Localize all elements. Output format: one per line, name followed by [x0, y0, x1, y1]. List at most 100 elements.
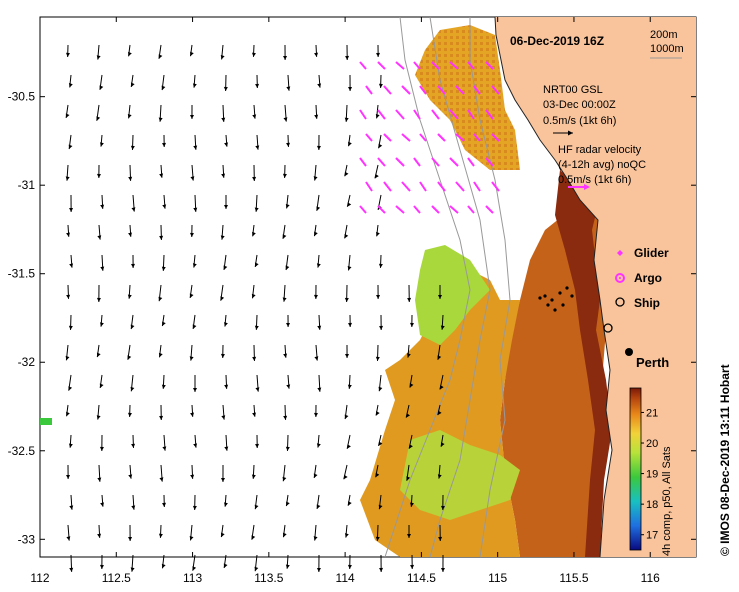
radar-arrow [413, 205, 421, 214]
current-arrowhead [128, 474, 133, 479]
radar-arrow [455, 133, 465, 142]
colorbar-ticks: 17 18 19 20 21 [641, 407, 658, 542]
current-arrowhead [69, 505, 74, 510]
y-tick-label: -33 [18, 532, 36, 546]
radar-arrow [419, 133, 427, 142]
x-tick-label: 114.5 [407, 571, 436, 585]
current-arrowhead [69, 567, 74, 572]
current-arrowhead [317, 83, 322, 88]
current-arrowhead [159, 415, 164, 420]
current-arrowhead [131, 443, 136, 448]
current-arrowhead [192, 505, 197, 510]
current-arrowhead [66, 411, 70, 417]
current-arrowhead [130, 82, 135, 87]
radar-arrow [473, 181, 481, 192]
current-arrowhead [375, 536, 380, 541]
legend-ship-label: Ship [634, 296, 660, 310]
current-arrowhead [409, 322, 414, 327]
current-arrowhead [128, 536, 133, 541]
title-date: 06-Dec-2019 16Z [510, 34, 604, 48]
current-arrowhead [316, 567, 321, 572]
current-arrowhead [66, 294, 71, 299]
radar-arrow [413, 157, 421, 167]
current-arrowhead [158, 533, 163, 538]
radar-arrow [449, 61, 459, 70]
current-arrowhead [406, 476, 411, 481]
current-arrowhead [344, 533, 349, 538]
current-arrowhead [286, 501, 290, 507]
current-arrowhead [65, 113, 70, 118]
radar-arrow [377, 157, 386, 167]
current-arrowhead [255, 83, 260, 88]
current-arrowhead [128, 176, 133, 181]
city-label: Perth [636, 355, 669, 370]
current-arrowhead [223, 563, 228, 568]
radar-arrow [401, 85, 411, 95]
radar-arrow [419, 181, 427, 192]
radar-arrow [473, 133, 481, 142]
current-arrowhead [131, 505, 136, 510]
current-arrowhead [97, 477, 102, 482]
current-arrowhead [316, 206, 321, 211]
current-arrowhead [192, 324, 197, 329]
current-arrowhead [127, 355, 132, 360]
radar-arrow [401, 181, 411, 192]
y-tick-label: -32.5 [8, 444, 36, 458]
sst-green-pixel [40, 418, 52, 425]
current-arrowhead [252, 176, 257, 181]
current-arrowhead [437, 355, 442, 360]
current-arrowhead [375, 356, 380, 361]
radar-arrow [377, 61, 386, 70]
current-arrowhead [282, 234, 287, 239]
current-arrowhead [162, 446, 167, 451]
radar-arrow [431, 205, 440, 214]
sst-north-patch [415, 25, 520, 170]
current-arrowhead [285, 265, 290, 270]
current-arrowhead [251, 535, 256, 540]
current-arrowhead [283, 415, 288, 420]
current-arrowhead [255, 443, 260, 448]
current-arrowhead [440, 325, 445, 330]
current-arrowhead [437, 294, 442, 299]
current-arrowhead [69, 207, 74, 212]
radar-arrow [395, 205, 405, 214]
bathymetry-contours [384, 16, 511, 558]
current-arrowhead [128, 51, 132, 57]
radar-arrow [377, 205, 386, 214]
current-arrowhead [161, 384, 166, 389]
colorbar-label: 4h comp, p50, All Sats [661, 446, 673, 556]
current-arrowhead [189, 356, 194, 361]
current-arrowhead [127, 294, 132, 299]
radar-arrow [437, 181, 446, 192]
current-arrowhead [130, 324, 135, 330]
y-tick-label: -31.5 [8, 267, 36, 281]
current-arrowhead [220, 532, 225, 538]
radar-arrow [467, 157, 475, 167]
current-arrowhead [283, 117, 288, 122]
current-arrowhead [345, 353, 350, 358]
current-arrowhead [375, 472, 380, 478]
current-arrowhead [347, 564, 352, 569]
current-arrowhead [286, 322, 291, 327]
current-arrowhead [285, 564, 290, 569]
current-arrowhead [282, 173, 287, 178]
current-arrowhead [376, 294, 381, 299]
current-arrowhead [224, 142, 228, 147]
current-arrowhead [190, 176, 195, 181]
glider-track [538, 286, 574, 312]
current-arrowhead [251, 293, 256, 299]
perth-marker [625, 348, 633, 356]
current-arrowhead [440, 442, 445, 447]
current-arrowhead [344, 297, 349, 302]
current-arrowhead [162, 142, 167, 147]
current-arrowhead [347, 202, 352, 207]
current-arrowhead [97, 533, 102, 538]
current-arrowhead [406, 413, 411, 418]
radar-arrow [395, 157, 405, 167]
current-arrowhead [378, 386, 383, 392]
x-tick-label: 114 [336, 571, 355, 585]
x-tick-label: 112.5 [102, 571, 131, 585]
current-arrowhead [438, 536, 443, 541]
radar-arrow [383, 133, 392, 142]
colorbar-tick-label: 17 [646, 530, 658, 542]
